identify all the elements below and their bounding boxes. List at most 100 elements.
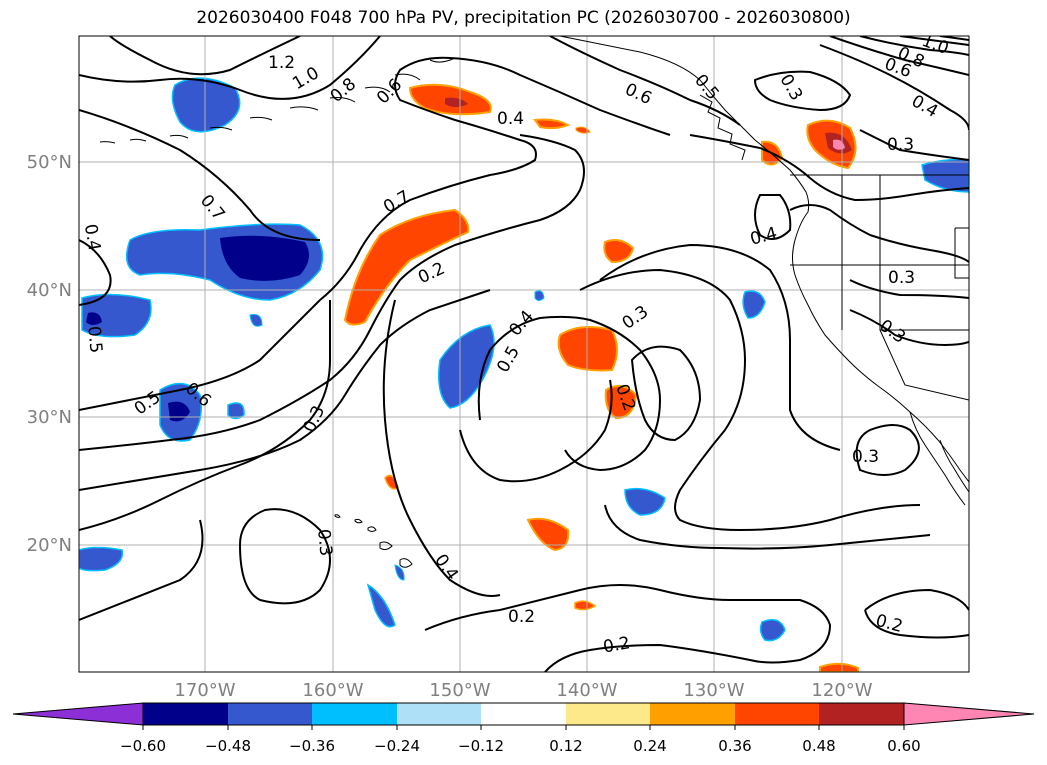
precip-positive-area xyxy=(533,118,571,130)
contour-label: 1.2 xyxy=(268,53,295,73)
precip-negative-area xyxy=(624,487,666,516)
lat-label-30n: 30°N xyxy=(27,407,72,428)
colorbar-tick-label: −0.12 xyxy=(458,737,504,755)
colorbar-ticks xyxy=(142,725,905,730)
colorbar-tick-label: 0.60 xyxy=(887,737,920,755)
pv-contour xyxy=(789,204,969,263)
pv-contour xyxy=(424,609,501,631)
pv-contour xyxy=(689,134,969,202)
pv-contour xyxy=(599,243,841,451)
precip-positive-area xyxy=(343,208,470,326)
lon-label-130w: 130°W xyxy=(683,680,744,701)
contour-label: 0.3 xyxy=(888,268,915,288)
coastlines xyxy=(99,36,969,568)
precip-positive-area xyxy=(574,600,597,611)
colorbar-segment xyxy=(566,703,650,725)
precip-negative-area xyxy=(759,619,786,642)
pv-contour xyxy=(79,289,491,491)
precip-strong-positive-area xyxy=(445,97,468,107)
precip-positive-area xyxy=(604,385,638,420)
map-frame xyxy=(78,35,970,673)
pv-contour xyxy=(549,36,741,126)
colorbar-segment xyxy=(312,703,397,725)
pv-contour xyxy=(859,36,969,56)
colorbar-segment xyxy=(735,703,819,725)
precip-negative-area xyxy=(171,77,241,133)
longitude-labels: 170°W 160°W 150°W 140°W 130°W 120°W xyxy=(174,680,872,701)
baja-peninsula-coast xyxy=(909,411,969,506)
contour-label: 0.3 xyxy=(313,528,335,557)
pv-contour xyxy=(819,44,969,131)
precip-strong-negative-area xyxy=(220,235,309,281)
pv-contour xyxy=(849,279,969,299)
pv-contour xyxy=(382,299,501,597)
precip-negative-area xyxy=(534,290,545,301)
colorbar-tick-label: 0.24 xyxy=(633,737,666,755)
lat-label-50n: 50°N xyxy=(27,152,72,173)
pv-contour xyxy=(109,36,301,76)
pv-contour xyxy=(238,508,331,605)
pv-contour xyxy=(79,56,671,411)
lat-label-20n: 20°N xyxy=(27,535,72,556)
colorbar-frame xyxy=(142,702,905,726)
pv-contour xyxy=(630,345,702,442)
contour-label: 0.2 xyxy=(508,607,535,627)
precip-shading xyxy=(79,77,969,672)
alaska-panhandle-coast xyxy=(699,94,746,161)
alaska-islands-coast xyxy=(99,57,456,144)
pv-contour xyxy=(849,309,969,347)
colorbar-tick-label: −0.24 xyxy=(374,737,420,755)
contour-label: 0.5 xyxy=(83,325,105,354)
colorbar-segment xyxy=(481,703,566,725)
colorbar-tick-label: −0.36 xyxy=(289,737,335,755)
contour-label: 0.3 xyxy=(887,135,914,155)
pv-contour xyxy=(899,36,969,46)
map-area: 1.2 1.0 0.8 0.6 0.4 0.6 0.5 0.3 0.8 0.6 … xyxy=(79,36,969,672)
pv-contour xyxy=(79,109,321,241)
map-title: 2026030400 F048 700 hPa PV, precipitatio… xyxy=(196,8,851,28)
precip-negative-area xyxy=(366,583,396,628)
lon-label-150w: 150°W xyxy=(429,680,490,701)
precip-negative-area xyxy=(227,402,245,420)
precip-positive-area xyxy=(603,239,635,264)
precip-strong-negative-area xyxy=(86,312,102,325)
colorbar-tick-label: 0.36 xyxy=(718,737,751,755)
pv-contours xyxy=(79,36,969,672)
contour-label: 0.4 xyxy=(497,109,524,129)
precip-negative-area xyxy=(438,324,495,409)
precip-negative-area xyxy=(742,290,766,319)
colorbar-tick-label: 0.48 xyxy=(802,737,835,755)
colorbar-segment xyxy=(228,703,312,725)
precip-positive-area xyxy=(819,662,859,672)
colorbar-segment xyxy=(397,703,481,725)
pv-contour xyxy=(829,36,969,76)
precip-negative-area xyxy=(79,546,124,572)
pv-contour xyxy=(79,36,381,100)
pv-contour xyxy=(79,519,204,621)
precip-negative-area xyxy=(921,158,969,193)
contour-label: 0.2 xyxy=(602,633,632,657)
precip-negative-area xyxy=(249,314,263,327)
lon-label-140w: 140°W xyxy=(556,680,617,701)
colorbar-tick-label: −0.60 xyxy=(120,737,166,755)
pv-contour xyxy=(604,504,931,550)
colorbar: −0.60 −0.48 −0.36 −0.24 −0.12 0.12 0.24 … xyxy=(12,702,1035,755)
colorbar-tick-label: −0.48 xyxy=(205,737,251,755)
precip-positive-area xyxy=(526,517,570,552)
pv-contour xyxy=(499,584,832,672)
pv-contour xyxy=(79,300,331,531)
precip-strong-negative-area xyxy=(168,401,190,422)
pv-contour xyxy=(855,424,920,476)
colorbar-tick-label: 0.12 xyxy=(549,737,582,755)
hawaii-islands xyxy=(334,514,413,568)
colorbar-extend-high xyxy=(903,702,1035,726)
lon-label-160w: 160°W xyxy=(302,680,363,701)
pv-contour xyxy=(579,268,921,532)
lon-label-170w: 170°W xyxy=(174,680,235,701)
pv-contour xyxy=(864,588,969,639)
pv-contour xyxy=(79,134,585,451)
pv-contour xyxy=(754,194,792,240)
latitude-labels: 50°N 40°N 30°N 20°N xyxy=(27,152,72,556)
precip-positive-area xyxy=(557,325,618,372)
pv-contour xyxy=(79,239,112,306)
